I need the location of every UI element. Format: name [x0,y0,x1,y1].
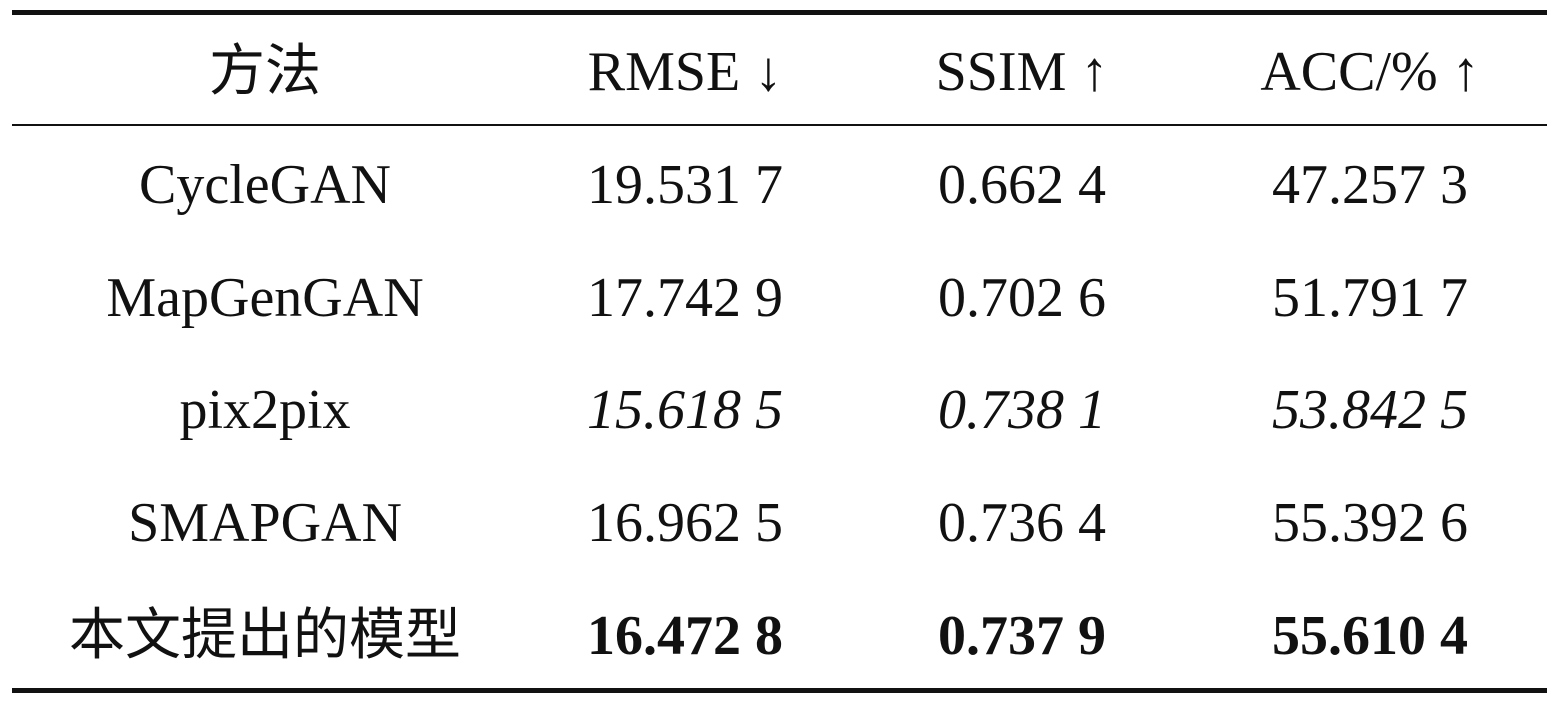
method-name: SMAPGAN [128,492,402,554]
metric-value: 0.662 4 [938,154,1106,216]
header-rule [12,124,1547,126]
method-name: 本文提出的模型 [69,605,461,667]
metric-value: 47.257 3 [1272,154,1468,216]
method-name: MapGenGAN [106,267,424,329]
metric-value: 16.962 5 [587,492,783,554]
metric-value: 51.791 7 [1272,267,1468,329]
header-cell: ACC/% ↑ [1260,41,1480,103]
metric-value: 53.842 5 [1272,379,1468,441]
metric-value: 0.738 1 [938,379,1106,441]
bottom-rule [12,688,1547,693]
method-name: CycleGAN [139,154,391,216]
top-rule [12,10,1547,15]
metric-value: 55.610 4 [1272,605,1468,667]
header-cell: 方法 [209,41,321,103]
metric-value: 19.531 7 [587,154,783,216]
metric-value: 55.392 6 [1272,492,1468,554]
metric-value: 0.736 4 [938,492,1106,554]
metric-value: 15.618 5 [587,379,783,441]
metric-value: 0.737 9 [938,605,1106,667]
header-cell: SSIM ↑ [935,41,1109,103]
header-cell: RMSE ↓ [587,41,783,103]
metric-value: 16.472 8 [587,605,783,667]
method-name: pix2pix [179,379,351,441]
metric-value: 17.742 9 [587,267,783,329]
metric-value: 0.702 6 [938,267,1106,329]
